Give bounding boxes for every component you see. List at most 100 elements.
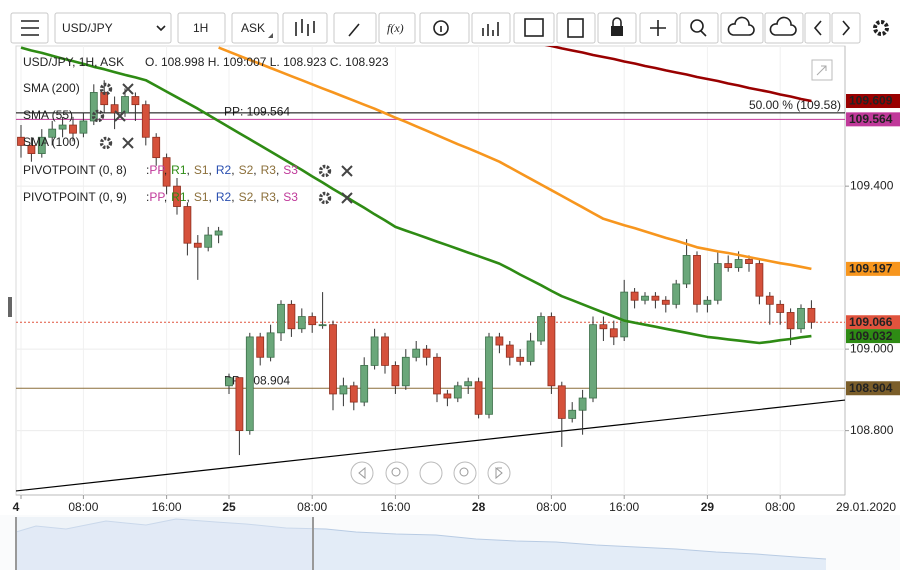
candle-body xyxy=(349,385,358,403)
zoom-out[interactable] xyxy=(385,461,409,485)
candle-body xyxy=(485,336,493,415)
calendar-button[interactable] xyxy=(513,12,555,44)
candle-body xyxy=(193,242,202,248)
settings-button[interactable] xyxy=(873,20,889,36)
pan-right[interactable] xyxy=(487,461,511,485)
interval: 1H xyxy=(193,21,208,35)
volume-button[interactable] xyxy=(471,12,511,44)
settings-icon[interactable] xyxy=(99,136,113,150)
symbol-select[interactable] xyxy=(54,12,172,44)
candle-body xyxy=(121,96,129,114)
pivot-item: , xyxy=(187,190,190,204)
candle-body xyxy=(162,157,171,187)
level-label: PP: 108.904 xyxy=(224,373,290,387)
side: ASK xyxy=(241,21,265,35)
x-tick-label: 16:00 xyxy=(152,500,182,514)
price-marker-label: 109.197 xyxy=(849,262,893,276)
indicator-button[interactable] xyxy=(378,12,416,44)
fx-label: f(x) xyxy=(387,21,404,35)
y-tick-label: 109.400 xyxy=(850,178,894,192)
sma-line xyxy=(218,46,812,271)
candle-body xyxy=(173,185,181,207)
grid xyxy=(16,46,845,495)
zoom-button[interactable] xyxy=(679,12,719,44)
symbol: USD/JPY xyxy=(62,21,113,35)
back-button[interactable] xyxy=(804,12,831,44)
price-marker-label: 109.032 xyxy=(849,329,893,343)
candle-body xyxy=(599,324,608,330)
candle-body xyxy=(713,263,722,301)
pivot-item: R1 xyxy=(171,163,187,177)
candle-body xyxy=(557,385,566,419)
pivot-item: , xyxy=(231,163,234,177)
info-button[interactable] xyxy=(419,12,470,44)
candle-body xyxy=(225,377,233,387)
pivot-item: S1 xyxy=(194,190,209,204)
pivot-item: S3 xyxy=(283,190,298,204)
pivot-item: , xyxy=(164,163,167,177)
candle-body xyxy=(131,96,140,106)
upload-button[interactable] xyxy=(720,12,764,44)
pivot-item: , xyxy=(276,163,279,177)
instrument: USD/JPY, 1H, ASK xyxy=(23,55,124,69)
plot: PP: 109.564 PP: 108.904 50.00 % (109.58) xyxy=(16,46,845,492)
remove-icon[interactable] xyxy=(122,137,134,149)
remove-icon[interactable] xyxy=(341,165,353,177)
ohlc: O. 108.998 H. 109:007 L. 108.923 C. 108.… xyxy=(145,55,389,69)
axes: 108.800 109.000 109.400 4 08:00 16:00 25 08:00 1… xyxy=(13,94,900,514)
settings-icon[interactable] xyxy=(91,109,105,123)
candle-body xyxy=(537,316,545,342)
pivot-item: S2 xyxy=(239,190,254,204)
x-tick-label: 08:00 xyxy=(765,500,795,514)
candle-body xyxy=(797,307,805,330)
pivot-item: , xyxy=(231,190,234,204)
forward-button[interactable] xyxy=(831,12,861,44)
legend-entry: SMA (200) xyxy=(23,81,80,95)
pivot-item: R1 xyxy=(171,190,187,204)
sma-line xyxy=(544,46,812,103)
price-marker xyxy=(846,94,900,109)
settings-icon[interactable] xyxy=(318,191,332,205)
pivot-name: PIVOTPOINT (0, 8) xyxy=(23,163,127,177)
chart-type-button[interactable] xyxy=(282,12,328,44)
candle-body xyxy=(682,255,691,285)
remove-icon[interactable] xyxy=(114,110,126,122)
candle-body xyxy=(464,381,473,387)
resize-handle[interactable] xyxy=(8,297,12,317)
reset[interactable] xyxy=(419,461,443,485)
candle-body xyxy=(370,336,379,366)
x-tick-label: 16:00 xyxy=(380,500,410,514)
price-marker xyxy=(846,112,900,127)
candle-body xyxy=(703,299,712,305)
pivot-item: , xyxy=(253,163,256,177)
candle-body xyxy=(27,145,36,154)
report-button[interactable] xyxy=(556,12,596,44)
pan-left[interactable] xyxy=(350,461,374,485)
x-tick-label: 08:00 xyxy=(297,500,327,514)
x-tick-label: 25 xyxy=(222,500,236,514)
candle-body xyxy=(765,295,774,305)
settings-icon[interactable] xyxy=(318,164,332,178)
pivot-item: R3 xyxy=(261,163,277,177)
candle-body xyxy=(308,316,317,326)
remove-icon[interactable] xyxy=(341,192,353,204)
candle-body xyxy=(214,230,223,236)
x-tick-label: 4 xyxy=(13,500,20,514)
candle-body xyxy=(110,104,119,114)
sma-line xyxy=(20,46,812,345)
price-marker-label: 109.564 xyxy=(849,112,893,126)
settings-icon[interactable] xyxy=(99,82,113,96)
candle-body xyxy=(433,356,441,395)
zoom-in[interactable] xyxy=(453,461,477,485)
remove-icon[interactable] xyxy=(122,83,134,95)
pivot-name: PIVOTPOINT (0, 9) xyxy=(23,190,127,204)
candle-body xyxy=(547,316,556,387)
level-label: PP: 109.564 xyxy=(224,105,290,119)
side-select[interactable] xyxy=(231,12,279,44)
candle-body xyxy=(17,136,25,146)
candle-body xyxy=(745,259,753,264)
expand-icon[interactable] xyxy=(811,59,833,81)
candle-body xyxy=(297,316,306,330)
interval-select[interactable] xyxy=(177,12,226,44)
toolbar: USD/JPY 1H ASK f(x) xyxy=(10,12,889,44)
